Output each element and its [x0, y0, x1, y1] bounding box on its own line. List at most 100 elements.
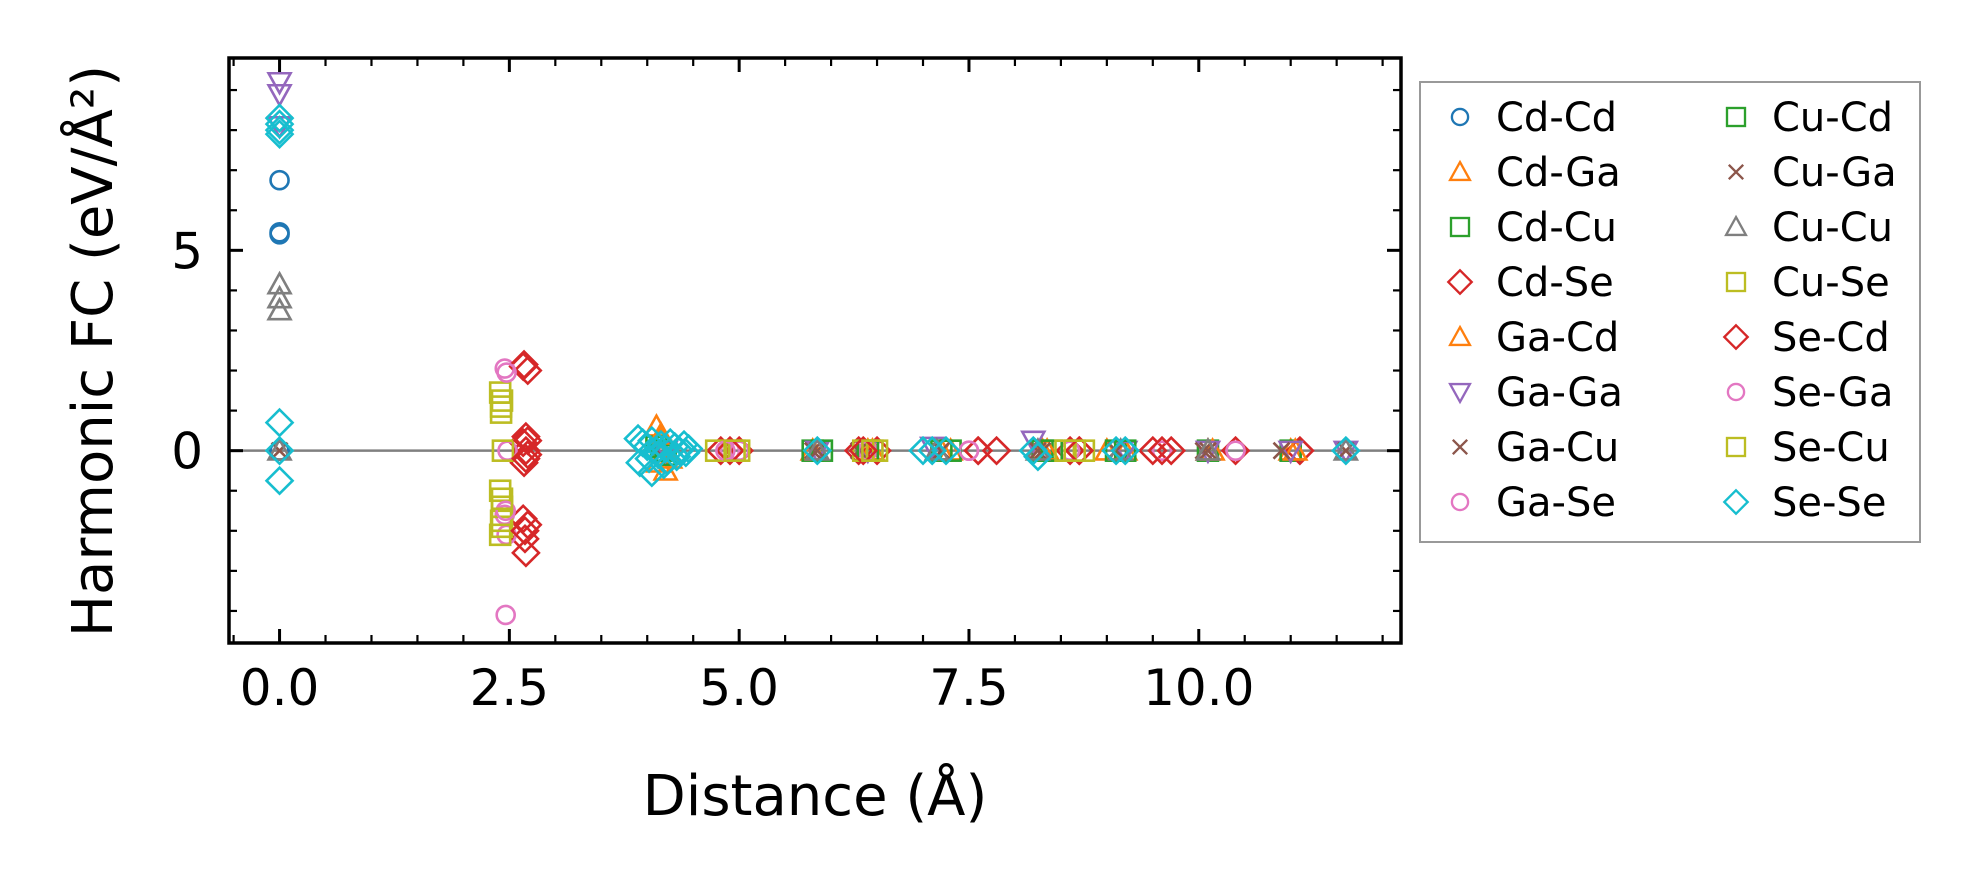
data-point-cd-se	[512, 509, 543, 540]
data-point-se-cd	[512, 425, 543, 456]
legend-marker-ga-se	[1450, 492, 1470, 512]
data-point-se-cd	[1147, 435, 1177, 466]
data-point-se-se	[648, 449, 679, 480]
data-point-ga-se	[1225, 440, 1246, 461]
data-point-cu-se	[704, 439, 728, 462]
data-point-se-se	[1331, 435, 1361, 466]
legend-label-cd-se: Cd-Se	[1496, 260, 1614, 306]
data-point-cu-cu	[266, 270, 293, 295]
data-point-cu-cd	[1040, 439, 1063, 462]
x-tick-label: 10.0	[1143, 659, 1254, 717]
data-point-se-cd	[509, 349, 539, 380]
data-point-cu-cu	[266, 284, 293, 309]
data-point-ga-se	[1151, 440, 1173, 461]
legend-label-cu-cu: Cu-Cu	[1772, 205, 1893, 251]
data-point-ga-se	[495, 604, 516, 626]
legend-marker-ga-cu	[1451, 438, 1469, 456]
legend-label-ga-se: Ga-Se	[1496, 480, 1616, 526]
legend-label-se-se: Se-Se	[1772, 480, 1886, 526]
data-point-ga-cu	[1199, 441, 1217, 460]
x-tick-label: 0.0	[240, 659, 320, 717]
data-point-se-se	[264, 465, 295, 496]
data-point-se-se	[634, 443, 664, 474]
data-point-se-cd	[510, 515, 540, 546]
data-point-ga-cu	[270, 441, 289, 460]
data-point-cd-se	[508, 427, 538, 458]
data-point-cu-ga	[808, 441, 827, 460]
data-point-se-se	[917, 435, 948, 466]
data-point-se-cd	[963, 435, 993, 466]
y-tick-label: 0	[171, 423, 203, 481]
data-point-ga-cd	[1282, 436, 1309, 461]
data-point-cu-cu	[1332, 436, 1360, 461]
data-point-se-se	[908, 435, 938, 466]
data-point-se-cu	[861, 439, 884, 462]
data-point-se-cd	[511, 443, 541, 474]
legend-label-cd-cu: Cd-Cu	[1496, 205, 1617, 251]
legend-marker-se-ga	[1726, 382, 1746, 402]
legend-marker-cd-ga	[1448, 159, 1472, 182]
legend-marker-se-cu	[1725, 436, 1747, 458]
legend-marker-ga-ga	[1448, 382, 1472, 405]
data-point-cu-cu	[266, 296, 293, 321]
y-axis-label: Harmonic FC (eV/Å²)	[60, 65, 126, 637]
data-point-se-se	[671, 437, 701, 468]
data-point-se-cd	[848, 435, 879, 466]
data-point-se-se	[264, 103, 295, 133]
data-point-ga-ga	[266, 71, 293, 96]
x-tick-label: 2.5	[470, 659, 550, 717]
legend-marker-cu-se	[1725, 271, 1747, 293]
data-point-cu-se	[488, 479, 512, 503]
data-point-ga-cu	[1272, 441, 1291, 460]
data-point-se-cd	[715, 435, 745, 466]
legend-label-cd-cd: Cd-Cd	[1496, 95, 1617, 141]
legend-marker-cu-ga	[1727, 163, 1745, 181]
data-point-se-se	[264, 407, 295, 438]
data-point-se-se	[264, 119, 295, 149]
legend-marker-cd-cu	[1449, 216, 1471, 238]
legend-marker-cu-cd	[1725, 106, 1747, 128]
data-point-se-se	[931, 435, 961, 466]
legend-label-ga-cu: Ga-Cu	[1496, 425, 1619, 471]
plot-frame	[227, 56, 1403, 645]
data-point-se-se	[664, 435, 695, 466]
legend: Cd-Cd Cd-Ga Cd-Cu Cd-Se Ga-Cd Ga-Ga Ga-Cu Ga-Se…	[1419, 81, 1921, 543]
plot-marks	[229, 71, 1401, 626]
axes: 0.0 2.5 5.0 7.5 10.0 0 5	[171, 56, 1403, 717]
data-point-se-cd	[1064, 435, 1095, 466]
legend-label-se-cd: Se-Cd	[1772, 315, 1890, 361]
data-point-ga-cu	[1336, 441, 1355, 460]
data-point-se-cu	[1063, 439, 1086, 462]
data-point-cd-se	[511, 538, 541, 568]
data-point-cu-ga	[1028, 441, 1047, 460]
legend-label-cu-se: Cu-Se	[1772, 260, 1890, 306]
data-point-ga-ga	[1277, 440, 1304, 465]
data-point-se-se	[1110, 435, 1141, 466]
y-tick-label: 5	[171, 222, 203, 280]
data-point-se-se	[264, 115, 295, 145]
data-point-se-se	[637, 425, 667, 456]
legend-marker-cd-cd	[1450, 107, 1470, 127]
data-point-se-se	[1023, 441, 1053, 472]
data-point-se-se	[264, 109, 295, 139]
data-point-se-se	[802, 435, 833, 466]
data-point-se-se	[661, 441, 692, 472]
data-point-cu-se	[488, 523, 512, 547]
legend-label-ga-ga: Ga-Ga	[1496, 370, 1623, 416]
x-tick-label: 7.5	[929, 659, 1009, 717]
data-point-se-se	[1101, 435, 1131, 466]
legend-marker-se-cd	[1722, 323, 1750, 351]
legend-label-cu-cd: Cu-Cd	[1772, 95, 1893, 141]
data-point-cd-se	[1156, 435, 1187, 466]
legend-label-se-cu: Se-Cu	[1772, 425, 1890, 471]
legend-marker-ga-cd	[1448, 324, 1472, 347]
x-tick-label: 5.0	[699, 659, 779, 717]
legend-label-ga-cd: Ga-Cd	[1496, 315, 1619, 361]
legend-label-cd-ga: Cd-Ga	[1496, 150, 1621, 196]
data-point-cu-cu	[804, 436, 831, 461]
data-point-se-ga	[495, 500, 516, 522]
data-point-se-se	[637, 457, 667, 488]
data-point-ga-ga	[266, 83, 293, 108]
x-axis-label: Distance (Å)	[643, 763, 988, 829]
